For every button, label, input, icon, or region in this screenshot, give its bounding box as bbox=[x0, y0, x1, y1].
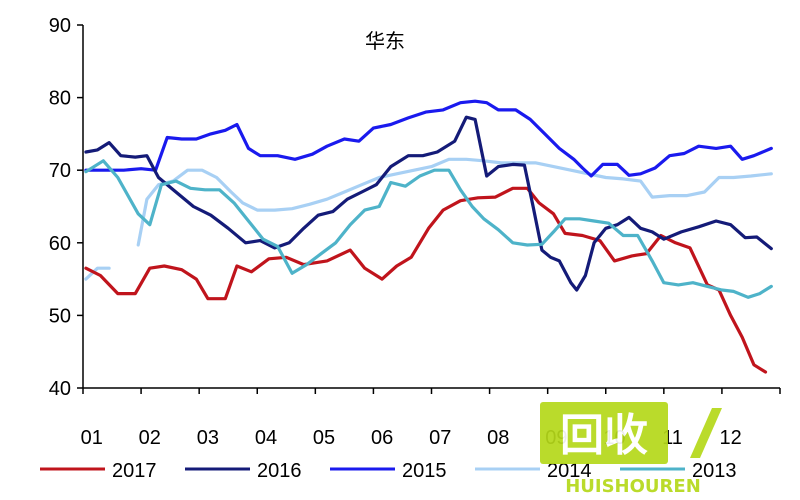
series-line-2014 bbox=[84, 266, 111, 281]
y-tick-label: 80 bbox=[49, 88, 71, 110]
y-tick-label: 60 bbox=[49, 233, 71, 255]
x-tick-label: 05 bbox=[313, 427, 335, 449]
legend-label-2016: 2016 bbox=[257, 460, 302, 482]
series-line-2017 bbox=[84, 186, 768, 374]
series-line-2014 bbox=[136, 157, 773, 247]
x-tick-label: 07 bbox=[429, 427, 451, 449]
x-tick-label: 03 bbox=[197, 427, 219, 449]
chart-legend: 2017 2016 2015 2014 2013 bbox=[40, 460, 737, 482]
y-tick-label: 90 bbox=[49, 15, 71, 37]
legend-label-2014: 2014 bbox=[547, 460, 592, 482]
chart-series bbox=[84, 99, 773, 374]
x-tick-label: 02 bbox=[139, 427, 161, 449]
y-tick-label: 70 bbox=[49, 160, 71, 182]
x-tick-labels: 010203040506070809101112 bbox=[81, 388, 781, 449]
y-tick-label: 40 bbox=[49, 378, 71, 400]
watermark-logo: 回收 HUISHOUREN bbox=[540, 402, 722, 497]
watermark-badge bbox=[540, 402, 668, 464]
chart-axes bbox=[82, 25, 780, 389]
watermark-subtext: HUISHOUREN bbox=[565, 476, 701, 497]
x-tick-label: 04 bbox=[255, 427, 277, 449]
watermark-text: 回收 bbox=[560, 410, 648, 461]
chart-title: 华东 bbox=[365, 29, 405, 53]
x-tick-label: 08 bbox=[487, 427, 509, 449]
legend-label-2015: 2015 bbox=[402, 460, 447, 482]
legend-label-2017: 2017 bbox=[112, 460, 157, 482]
series-line-2013 bbox=[84, 159, 773, 299]
y-tick-label: 50 bbox=[49, 305, 71, 327]
series-line-2015 bbox=[84, 99, 773, 178]
y-tick-labels: 40 50 60 70 80 90 bbox=[49, 15, 83, 400]
x-tick-label: 01 bbox=[81, 427, 103, 449]
legend-label-2013: 2013 bbox=[692, 460, 737, 482]
series-line-2016 bbox=[84, 115, 773, 292]
watermark-slash bbox=[690, 408, 722, 458]
x-tick-label: 06 bbox=[371, 427, 393, 449]
x-tick-label: 12 bbox=[720, 427, 742, 449]
